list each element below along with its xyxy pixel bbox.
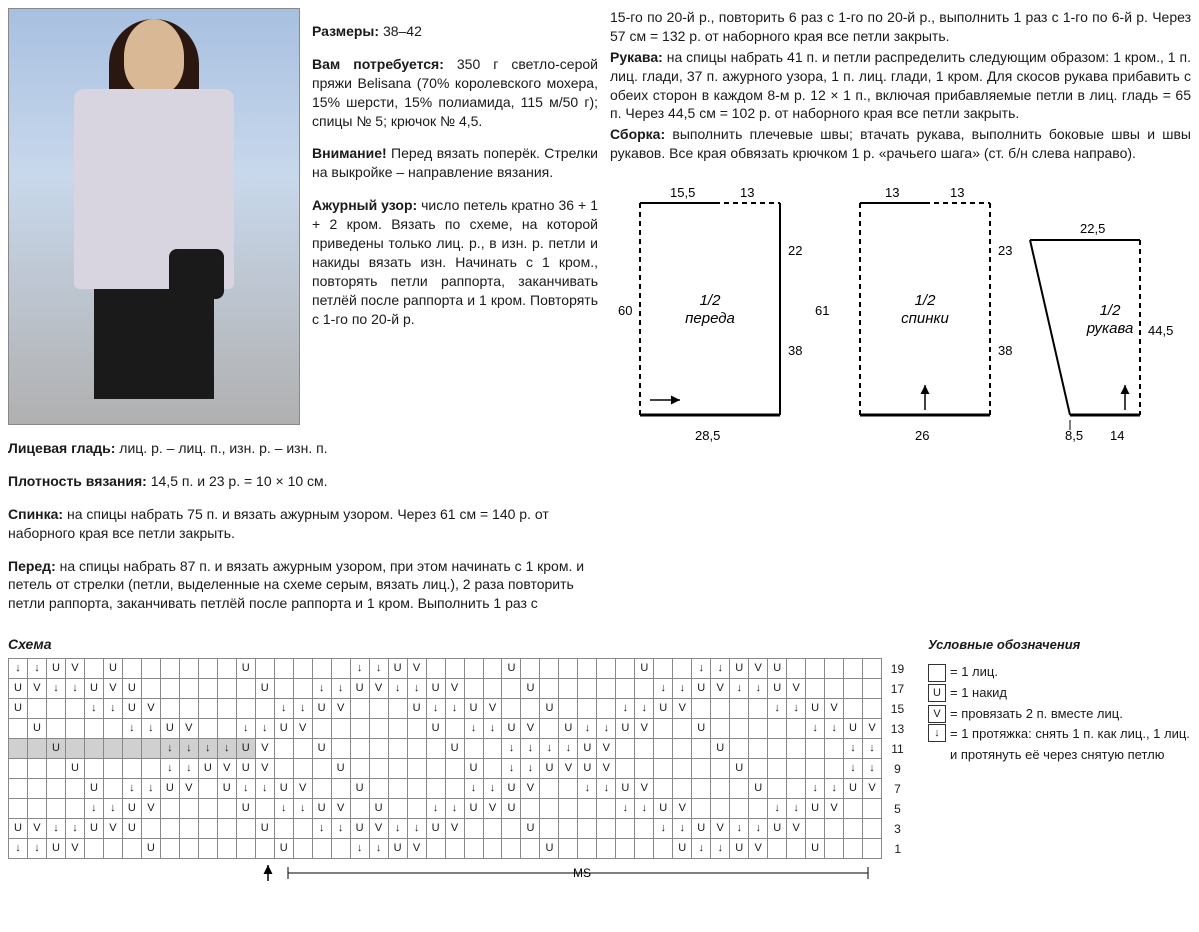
dim: 60 — [618, 303, 632, 318]
stst-text: лиц. р. – лиц. п., изн. р. – изн. п. — [119, 440, 327, 456]
legend-ssk: ↓= 1 протяжка: снять 1 п. как лиц., 1 ли… — [928, 724, 1191, 766]
finish-label: Сборка: — [610, 126, 665, 142]
sizes-label: Размеры: — [312, 23, 379, 39]
below-photo-text: Лицевая гладь: лиц. р. – лиц. п., изн. р… — [8, 439, 598, 613]
svg-text:спинки: спинки — [901, 310, 949, 327]
gauge-text: 14,5 п. и 23 р. = 10 × 10 см. — [151, 473, 328, 489]
model-photo — [8, 8, 300, 425]
svg-text:1/2: 1/2 — [915, 292, 937, 309]
schema-section: Схема ↓↓UVUU↓↓UVUU↓↓UVU19UV↓↓UVUU↓↓UV↓↓U… — [8, 635, 1191, 889]
front-text1: на спицы набрать 87 п. и вязать ажурным … — [8, 558, 584, 612]
dim: 38 — [998, 343, 1012, 358]
dim: 28,5 — [695, 428, 720, 443]
dim: 14 — [1110, 428, 1124, 443]
right-column: 15-го по 20-й р., повторить 6 раз с 1-го… — [610, 8, 1191, 627]
legend-yo: U= 1 накид — [928, 683, 1191, 704]
front-text2: 15-го по 20-й р., повторить 6 раз с 1-го… — [610, 9, 1191, 44]
schematic-svg: 15,5 13 60 22 38 61 1/2 переда 28,5 — [610, 175, 1180, 465]
schematic-diagrams: 15,5 13 60 22 38 61 1/2 переда 28,5 — [610, 175, 1191, 465]
chart-block: Схема ↓↓UVUU↓↓UVUU↓↓UVU19UV↓↓UVUU↓↓UV↓↓U… — [8, 635, 908, 889]
gauge-label: Плотность вязания: — [8, 473, 147, 489]
legend-knit: = 1 лиц. — [928, 662, 1191, 683]
finish-text: выполнить плечевые швы; втачать рукава, … — [610, 126, 1191, 161]
warning-label: Внимание! — [312, 145, 387, 161]
dim: 22,5 — [1080, 221, 1105, 236]
dim: 44,5 — [1148, 323, 1173, 338]
dim: 26 — [915, 428, 929, 443]
knitting-chart: ↓↓UVUU↓↓UVUU↓↓UVU19UV↓↓UVUU↓↓UV↓↓UVU↓↓UV… — [8, 658, 908, 859]
dim: 8,5 — [1065, 428, 1083, 443]
legend: Условные обозначения = 1 лиц. U= 1 накид… — [928, 635, 1191, 889]
schema-title: Схема — [8, 635, 908, 654]
lace-text: число петель кратно 36 + 1 + 2 кром. Вяз… — [312, 197, 598, 326]
materials-label: Вам потребуется: — [312, 56, 444, 72]
back-label: Спинка: — [8, 506, 63, 522]
legend-k2tog: V= провязать 2 п. вместе лиц. — [928, 704, 1191, 725]
lace-label: Ажурный узор: — [312, 197, 417, 213]
dim: 13 — [740, 185, 754, 200]
photo-and-intro: Размеры: 38–42 Вам потребуется: 350 г св… — [8, 8, 598, 425]
dim: 61 — [815, 303, 829, 318]
svg-text:1/2: 1/2 — [1100, 302, 1122, 319]
front-label: Перед: — [8, 558, 56, 574]
top-section: Размеры: 38–42 Вам потребуется: 350 г св… — [8, 8, 1191, 627]
svg-text:переда: переда — [685, 310, 735, 327]
left-column: Размеры: 38–42 Вам потребуется: 350 г св… — [8, 8, 598, 627]
sizes-value: 38–42 — [383, 23, 422, 39]
svg-text:рукава: рукава — [1086, 320, 1134, 337]
dim: 22 — [788, 243, 802, 258]
stst-label: Лицевая гладь: — [8, 440, 115, 456]
dim: 13 — [950, 185, 964, 200]
svg-text:MS: MS — [573, 866, 591, 880]
svg-text:1/2: 1/2 — [700, 292, 722, 309]
intro-text: Размеры: 38–42 Вам потребуется: 350 г св… — [312, 8, 598, 425]
sleeve-label: Рукава: — [610, 49, 663, 65]
sleeve-text: на спицы набрать 41 п. и петли распредел… — [610, 49, 1191, 122]
back-text: на спицы набрать 75 п. и вязать ажурным … — [8, 506, 549, 541]
legend-title: Условные обозначения — [928, 635, 1191, 656]
dim: 13 — [885, 185, 899, 200]
ms-bracket: MS — [8, 861, 908, 889]
dim: 38 — [788, 343, 802, 358]
dim: 15,5 — [670, 185, 695, 200]
dim: 23 — [998, 243, 1012, 258]
